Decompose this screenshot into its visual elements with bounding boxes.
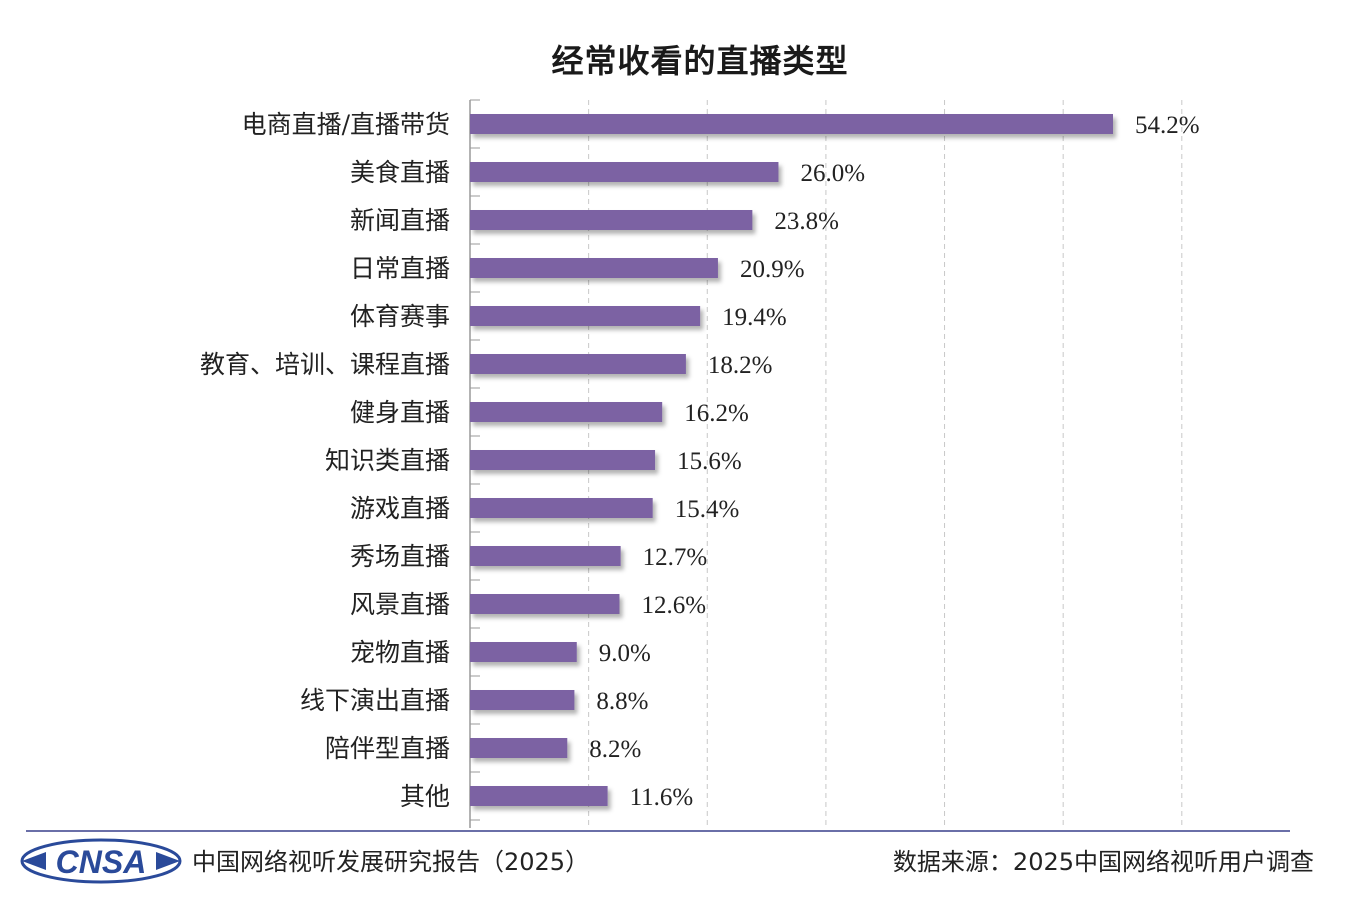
bar: [470, 162, 779, 182]
value-label: 54.2%: [1135, 112, 1200, 139]
label-layer: 电商直播/直播带货 54.2% 美食直播 26.0% 新闻直播 23.8% 日常直播 20.9…: [200, 110, 1200, 811]
category-label: 秀场直播: [350, 542, 450, 571]
value-label: 20.9%: [740, 256, 805, 283]
category-label: 教育、培训、课程直播: [200, 350, 450, 379]
bar: [470, 114, 1113, 134]
value-label: 26.0%: [800, 160, 865, 187]
bar: [470, 594, 620, 614]
bar-chart: 电商直播/直播带货 54.2% 美食直播 26.0% 新闻直播 23.8% 日常直播 20.9…: [200, 99, 1200, 828]
category-label: 线下演出直播: [300, 686, 450, 715]
data-source: 数据来源：2025中国网络视听用户调查: [892, 848, 1314, 876]
value-label: 8.2%: [589, 736, 641, 763]
category-label: 日常直播: [350, 254, 450, 283]
chart-title: 经常收看的直播类型: [551, 42, 849, 80]
cnsa-logo: CNSA: [20, 838, 182, 884]
value-label: 23.8%: [774, 208, 839, 235]
value-label: 19.4%: [722, 304, 787, 331]
value-label: 18.2%: [708, 352, 773, 379]
category-label: 新闻直播: [350, 206, 450, 235]
category-label: 风景直播: [350, 590, 450, 619]
category-label: 游戏直播: [350, 494, 450, 523]
bar: [470, 690, 575, 710]
category-label: 健身直播: [350, 398, 450, 427]
bar: [470, 786, 608, 806]
value-label: 15.4%: [675, 496, 740, 523]
category-label: 体育赛事: [350, 302, 450, 331]
value-label: 16.2%: [684, 400, 749, 427]
category-label: 美食直播: [350, 158, 450, 187]
bar: [470, 738, 568, 758]
value-label: 12.7%: [643, 544, 708, 571]
bar: [470, 402, 663, 422]
value-label: 11.6%: [630, 784, 694, 811]
value-label: 12.6%: [641, 592, 706, 619]
footer-divider: [26, 830, 1290, 832]
bar: [470, 354, 686, 374]
category-label: 电商直播/直播带货: [242, 110, 450, 139]
category-label: 知识类直播: [325, 446, 450, 475]
bar: [470, 306, 701, 326]
category-label: 陪伴型直播: [325, 734, 450, 763]
category-label: 其他: [400, 782, 450, 811]
report-name: 中国网络视听发展研究报告（2025）: [192, 848, 590, 876]
bar: [470, 546, 621, 566]
bar: [470, 498, 653, 518]
bar: [470, 210, 753, 230]
category-label: 宠物直播: [350, 638, 450, 667]
bar: [470, 258, 718, 278]
logo-text: CNSA: [56, 844, 147, 880]
bar-layer: [470, 114, 1113, 806]
value-label: 8.8%: [596, 688, 648, 715]
bar: [470, 642, 577, 662]
bar: [470, 450, 656, 470]
value-label: 9.0%: [599, 640, 651, 667]
value-label: 15.6%: [677, 448, 742, 475]
